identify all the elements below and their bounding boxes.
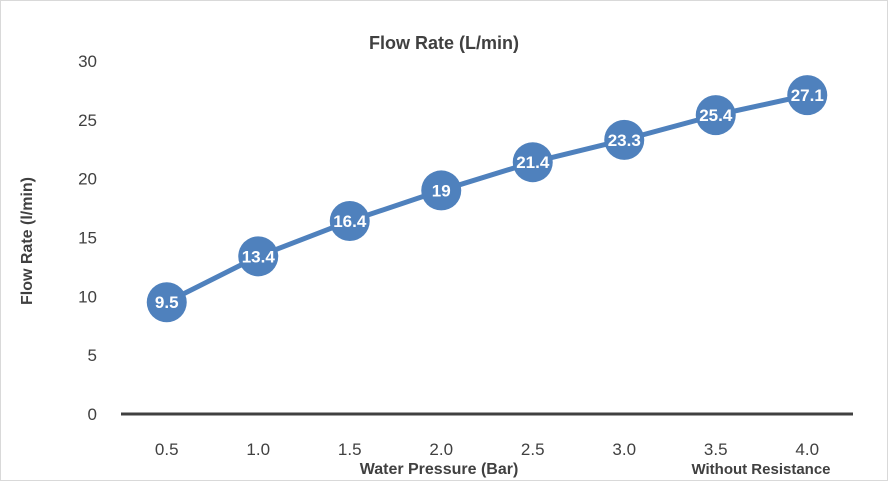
data-label: 13.4 bbox=[242, 247, 276, 266]
data-point-marker bbox=[146, 282, 187, 323]
data-point-marker bbox=[695, 95, 736, 136]
chart-title: Flow Rate (L/min) bbox=[369, 33, 519, 53]
data-label: 23.3 bbox=[608, 131, 641, 150]
data-label: 16.4 bbox=[333, 212, 367, 231]
data-point-marker bbox=[421, 170, 462, 211]
data-point-marker bbox=[512, 142, 553, 183]
data-label: 27.1 bbox=[791, 86, 824, 105]
data-point: 27.1 bbox=[787, 75, 828, 116]
x-tick-label: 4.0 bbox=[795, 440, 819, 459]
x-tick-label: 0.5 bbox=[155, 440, 179, 459]
y-tick-label: 15 bbox=[78, 229, 97, 248]
data-point-marker bbox=[238, 236, 279, 277]
x-axis-annotation: Without Resistance bbox=[691, 461, 830, 478]
data-label: 19 bbox=[432, 181, 451, 200]
data-label: 21.4 bbox=[516, 153, 550, 172]
data-point: 13.4 bbox=[238, 236, 279, 277]
data-point: 9.5 bbox=[146, 282, 187, 323]
data-point: 25.4 bbox=[695, 95, 736, 136]
x-tick-label: 3.0 bbox=[612, 440, 636, 459]
y-tick-label: 10 bbox=[78, 287, 97, 306]
x-tick-label: 1.0 bbox=[246, 440, 270, 459]
data-label: 9.5 bbox=[155, 293, 179, 312]
x-tick-label: 2.0 bbox=[429, 440, 453, 459]
y-axis-title: Flow Rate (l/min) bbox=[19, 177, 36, 305]
y-tick-label: 5 bbox=[88, 346, 97, 365]
x-tick-label: 3.5 bbox=[704, 440, 728, 459]
data-label: 25.4 bbox=[699, 106, 733, 125]
data-point-marker bbox=[787, 75, 828, 116]
y-axis-ticks: 0 5 10 15 20 25 30 bbox=[78, 52, 97, 424]
data-point: 23.3 bbox=[604, 119, 645, 160]
x-tick-label: 1.5 bbox=[338, 440, 362, 459]
data-point: 21.4 bbox=[512, 142, 553, 183]
data-markers: 9.5 13.4 16.4 19 21.4 23.3 25.4 27.1 bbox=[146, 75, 828, 323]
data-point: 16.4 bbox=[329, 201, 370, 242]
x-axis-ticks: 0.5 1.0 1.5 2.0 2.5 3.0 3.5 4.0 bbox=[155, 440, 819, 459]
x-tick-label: 2.5 bbox=[521, 440, 545, 459]
y-tick-label: 20 bbox=[78, 170, 97, 189]
data-point: 19 bbox=[421, 170, 462, 211]
data-point-marker bbox=[329, 201, 370, 242]
x-axis-title: Water Pressure (Bar) bbox=[360, 461, 519, 478]
y-tick-label: 0 bbox=[88, 405, 97, 424]
y-tick-label: 25 bbox=[78, 111, 97, 130]
data-point-marker bbox=[604, 119, 645, 160]
y-tick-label: 30 bbox=[78, 52, 97, 71]
